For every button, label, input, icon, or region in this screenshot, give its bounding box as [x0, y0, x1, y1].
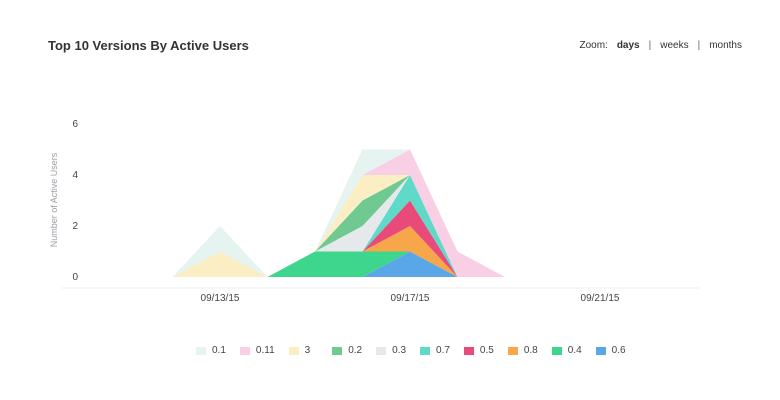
chart-legend: 0.1 0.11 3 0.2 0.3 0.7 0.5 0.8 0.4 0.6 — [196, 345, 640, 356]
zoom-label: Zoom: — [579, 40, 608, 51]
legend-item-0-6[interactable]: 0.6 — [595, 345, 626, 356]
legend-label: 0.2 — [348, 345, 363, 356]
legend-item-0-4[interactable]: 0.4 — [551, 345, 582, 356]
x-tick-label: 09/13/15 — [201, 293, 240, 304]
area-series-3 — [125, 175, 600, 277]
zoom-control: Zoom: days | weeks | months — [579, 40, 742, 51]
legend-item-0-1[interactable]: 0.1 — [196, 345, 226, 356]
legend-item-3[interactable]: 3 — [288, 345, 311, 356]
zoom-days-link[interactable]: days — [616, 40, 640, 51]
zoom-months-link[interactable]: months — [709, 40, 742, 51]
legend-swatch-icon — [376, 346, 387, 355]
legend-label: 0.6 — [611, 345, 626, 356]
legend-item-0-8[interactable]: 0.8 — [507, 345, 538, 356]
legend-swatch-icon — [288, 346, 299, 355]
legend-item-0-3[interactable]: 0.3 — [376, 345, 406, 356]
legend-item-0-7[interactable]: 0.7 — [420, 345, 450, 356]
legend-item-0-11[interactable]: 0.11 — [239, 345, 275, 356]
zoom-separator: | — [648, 40, 652, 51]
legend-item-0-2[interactable]: 0.2 — [332, 345, 362, 356]
legend-label: 0.5 — [479, 345, 494, 356]
legend-swatch-icon — [507, 346, 518, 355]
legend-swatch-icon — [332, 346, 343, 355]
area-series-0-2 — [125, 175, 600, 277]
chart-title: Top 10 Versions By Active Users — [48, 38, 249, 53]
zoom-weeks-link[interactable]: weeks — [660, 40, 689, 51]
legend-label: 0.8 — [523, 345, 538, 356]
x-tick-label: 09/21/15 — [581, 293, 620, 304]
x-tick-label: 09/17/15 — [391, 293, 430, 304]
legend-swatch-icon — [196, 346, 206, 355]
y-tick-label: 6 — [72, 119, 78, 130]
legend-label: 0.11 — [255, 345, 275, 356]
legend-swatch-icon — [463, 346, 474, 355]
legend-label: 0.4 — [567, 345, 582, 356]
area-series-0-1 — [125, 149, 600, 277]
legend-label: 0.3 — [392, 345, 407, 356]
legend-swatch-icon — [239, 346, 250, 355]
legend-item-0-5[interactable]: 0.5 — [463, 345, 494, 356]
legend-label: 0.1 — [212, 345, 226, 356]
y-tick-label: 2 — [72, 221, 78, 232]
y-tick-label: 4 — [72, 170, 78, 181]
y-axis-title: Number of Active Users — [49, 152, 59, 247]
y-tick-label: 0 — [72, 272, 78, 283]
legend-swatch-icon — [551, 346, 562, 355]
legend-swatch-icon — [420, 346, 431, 355]
legend-label: 0.7 — [436, 345, 450, 356]
legend-label: 3 — [304, 345, 311, 356]
area-series-0-4 — [125, 251, 600, 277]
zoom-separator: | — [697, 40, 701, 51]
legend-swatch-icon — [595, 346, 606, 355]
